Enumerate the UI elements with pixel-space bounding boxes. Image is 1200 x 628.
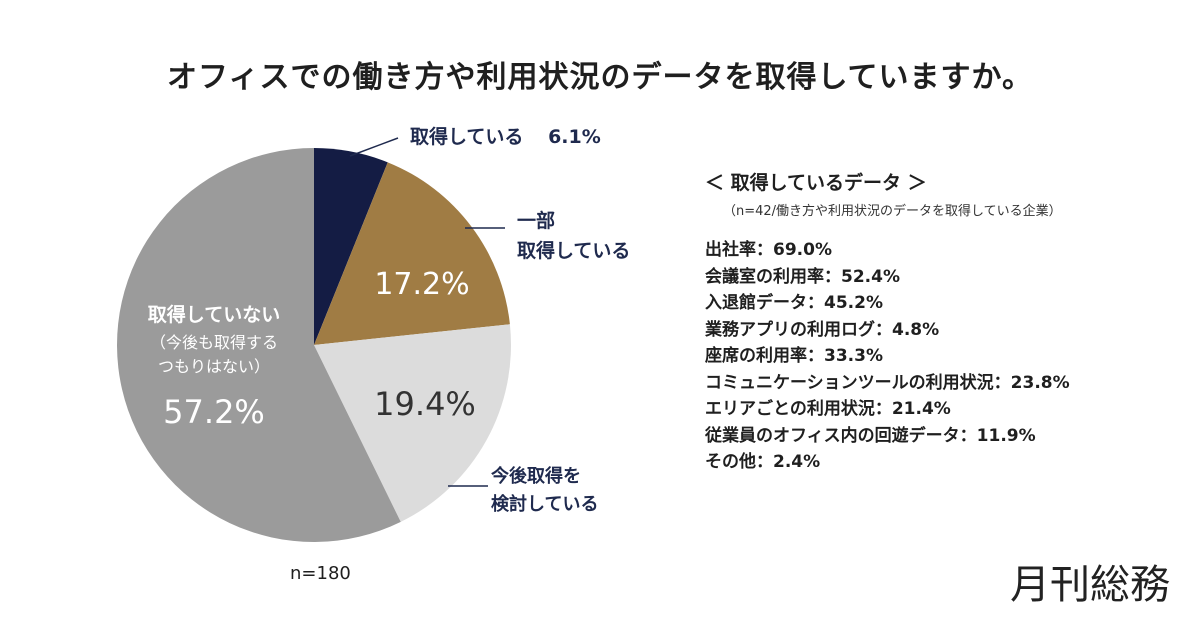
- data-list-item: コミュニケーションツールの利用状況：23.8%: [705, 372, 1070, 393]
- callout-considering-line1: 今後取得を: [491, 466, 581, 487]
- data-list-item: 業務アプリの利用ログ：4.8%: [705, 319, 940, 340]
- callout-partial-line1: 一部: [517, 210, 556, 232]
- callout-acquired: 取得している 6.1%: [410, 122, 601, 152]
- data-list: 出社率：69.0% 会議室の利用率：52.4% 入退館データ：45.2% 業務アプリの…: [705, 237, 1070, 476]
- slice-acquired: [314, 148, 388, 345]
- sample-size-label: n=180: [290, 563, 351, 584]
- callout-partial: 一部 取得している: [517, 206, 630, 266]
- data-list-item: 入退館データ：45.2%: [705, 293, 883, 313]
- callout-acquired-text: 取得している: [410, 126, 524, 148]
- slice-label-not-acquired: 57.2%: [163, 393, 265, 431]
- data-list-item: 座席の利用率：33.3%: [705, 346, 883, 366]
- data-list-panel: ＜ 取得しているデータ ＞ （n=42/働き方や利用状況のデータを取得している企…: [705, 168, 1070, 476]
- slice-not-acquired: [116, 148, 401, 542]
- data-list-item: エリアごとの利用状況：21.4%: [705, 399, 951, 419]
- slice-considering: [314, 324, 512, 522]
- callout-partial-line2: 取得している: [517, 240, 631, 262]
- slice-partial: [314, 162, 510, 345]
- callout-considering-line2: 検討している: [491, 494, 599, 515]
- callout-not-acquired-line1: 取得していない: [148, 303, 280, 326]
- leader-line-acquired: [349, 137, 399, 157]
- data-list-item: 出社率：69.0%: [705, 240, 832, 260]
- callout-considering: 今後取得を 検討している: [491, 463, 598, 519]
- data-list-item: 従業員のオフィス内の回遊データ：11.9%: [705, 425, 1036, 446]
- brand-logo: 月刊総務: [1010, 562, 1170, 608]
- callout-not-acquired-line3: つもりはない）: [158, 357, 270, 376]
- data-list-heading: ＜ 取得しているデータ ＞: [705, 172, 927, 194]
- callout-acquired-pct: 6.1%: [548, 126, 601, 148]
- data-list-subheading: （n=42/働き方や利用状況のデータを取得している企業）: [723, 204, 1062, 219]
- data-list-item: その他：2.4%: [705, 452, 821, 472]
- slice-label-considering: 19.4%: [374, 385, 476, 423]
- callout-not-acquired-line2: （今後も取得する: [150, 333, 278, 352]
- slice-label-partial: 17.2%: [374, 267, 469, 302]
- data-list-item: 会議室の利用率：52.4%: [705, 266, 900, 287]
- chart-title: オフィスでの働き方や利用状況のデータを取得していますか。: [167, 60, 1033, 95]
